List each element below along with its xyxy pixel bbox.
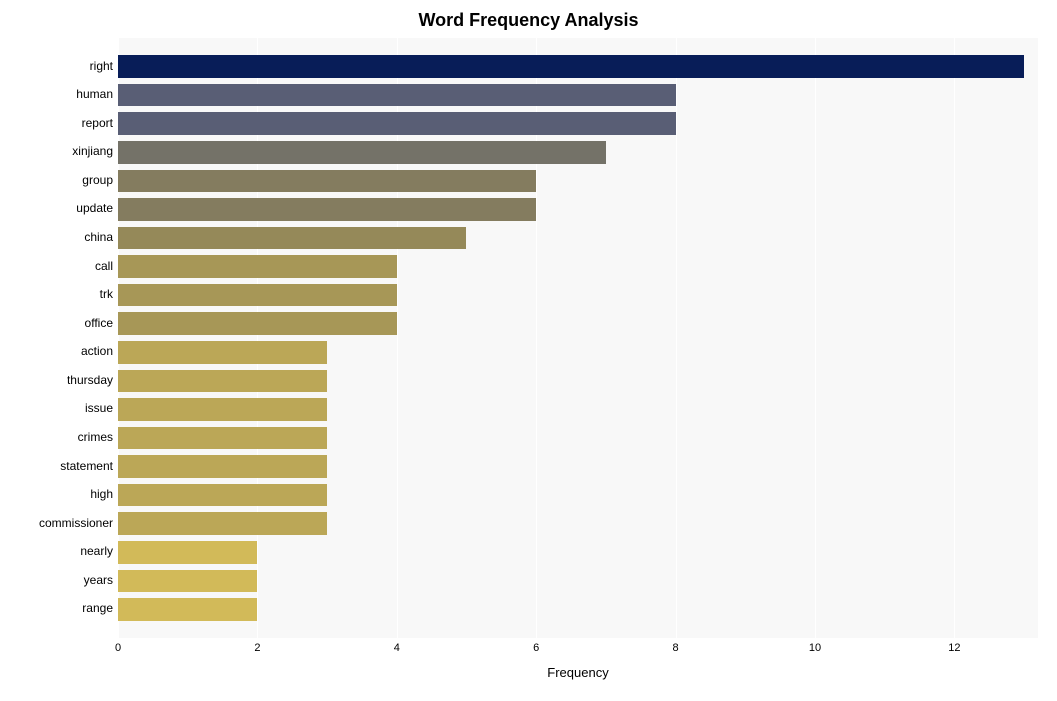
x-tick-label: 8 (673, 642, 679, 654)
bar-row (118, 281, 1038, 310)
bar-row (118, 338, 1038, 367)
bar (118, 541, 257, 564)
bar-row (118, 167, 1038, 196)
chart-title: Word Frequency Analysis (0, 10, 1057, 31)
bar (118, 341, 327, 364)
y-tick-label: call (95, 259, 113, 273)
x-tick-label: 0 (115, 642, 121, 654)
x-axis-label: Frequency (118, 665, 1038, 680)
y-tick-label: action (81, 344, 113, 358)
y-tick-label: office (85, 316, 113, 330)
x-tick-label: 2 (254, 642, 260, 654)
bar-row (118, 481, 1038, 510)
bar (118, 512, 327, 535)
x-tick-label: 6 (533, 642, 539, 654)
bar (118, 170, 536, 193)
bar-row (118, 567, 1038, 596)
bar-row (118, 367, 1038, 396)
plot-area (118, 38, 1038, 638)
bar (118, 427, 327, 450)
bar-row (118, 424, 1038, 453)
bar (118, 484, 327, 507)
y-tick-label: trk (100, 287, 113, 301)
y-tick-label: report (82, 116, 113, 130)
bar (118, 255, 397, 278)
bar (118, 598, 257, 621)
y-tick-label: range (82, 601, 113, 615)
y-tick-label: group (82, 173, 113, 187)
bar (118, 84, 676, 107)
bar (118, 198, 536, 221)
bar-row (118, 224, 1038, 253)
x-tick-label: 4 (394, 642, 400, 654)
bar (118, 312, 397, 335)
bar-row (118, 395, 1038, 424)
bar (118, 370, 327, 393)
bar-row (118, 309, 1038, 338)
bar-row (118, 538, 1038, 567)
bar (118, 455, 327, 478)
bar (118, 112, 676, 135)
y-tick-label: nearly (80, 544, 113, 558)
bar-row (118, 81, 1038, 110)
bar-row (118, 195, 1038, 224)
x-tick-label: 12 (948, 642, 960, 654)
bar-row (118, 52, 1038, 81)
y-tick-label: thursday (67, 373, 113, 387)
y-tick-label: years (84, 573, 113, 587)
bar-row (118, 509, 1038, 538)
y-tick-label: update (76, 201, 113, 215)
y-tick-label: xinjiang (72, 144, 113, 158)
bar (118, 284, 397, 307)
x-tick-label: 10 (809, 642, 821, 654)
bar (118, 141, 606, 164)
y-tick-label: human (76, 87, 113, 101)
y-tick-label: commissioner (39, 516, 113, 530)
chart-container: Word Frequency Analysis right human report… (0, 0, 1057, 701)
bar (118, 55, 1024, 78)
y-tick-label: right (90, 59, 113, 73)
bar-row (118, 109, 1038, 138)
bar-row (118, 595, 1038, 624)
y-tick-label: high (90, 487, 113, 501)
y-tick-label: crimes (78, 430, 113, 444)
bar (118, 227, 466, 250)
bar-row (118, 138, 1038, 167)
bar-row (118, 252, 1038, 281)
y-tick-label: china (84, 230, 113, 244)
bar (118, 570, 257, 593)
y-tick-label: statement (60, 459, 113, 473)
bar-row (118, 452, 1038, 481)
bar (118, 398, 327, 421)
y-tick-label: issue (85, 401, 113, 415)
